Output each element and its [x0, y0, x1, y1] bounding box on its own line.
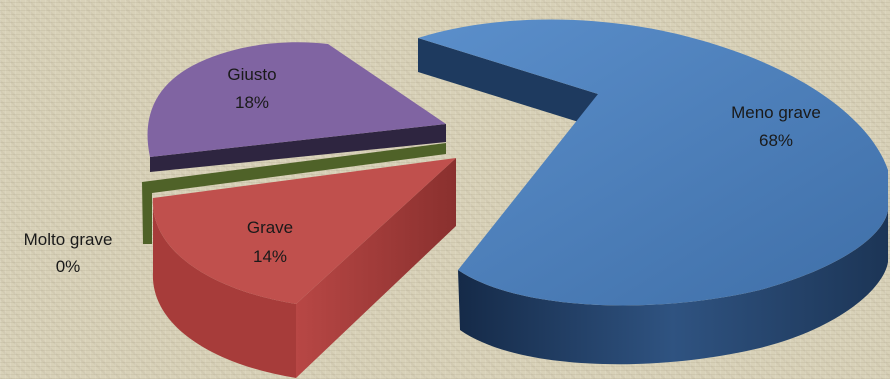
label-meno-grave-percent: 68%	[759, 131, 793, 150]
label-meno-grave-name: Meno grave	[731, 103, 821, 122]
slice-grave-side	[296, 158, 456, 378]
slice-giusto-top	[147, 42, 446, 157]
slice-molto-grave	[142, 143, 446, 244]
slice-meno-grave-top	[418, 19, 888, 306]
slice-giusto	[147, 42, 446, 172]
label-grave-name: Grave	[247, 218, 293, 237]
slice-giusto-side	[150, 124, 446, 172]
label-molto-grave-percent: 0%	[56, 257, 81, 276]
slice-grave-top	[152, 158, 457, 304]
label-giusto-name: Giusto	[227, 65, 276, 84]
slice-grave-front	[152, 198, 296, 378]
label-giusto-percent: 18%	[235, 93, 269, 112]
slice-molto-grave-shape	[142, 143, 446, 244]
slice-meno-grave-side	[458, 210, 888, 365]
label-molto-grave-name: Molto grave	[24, 230, 113, 249]
slice-meno-grave-inner-wall	[418, 38, 598, 128]
label-grave-percent: 14%	[253, 247, 287, 266]
slice-grave	[152, 158, 457, 378]
slice-meno-grave	[418, 19, 888, 365]
